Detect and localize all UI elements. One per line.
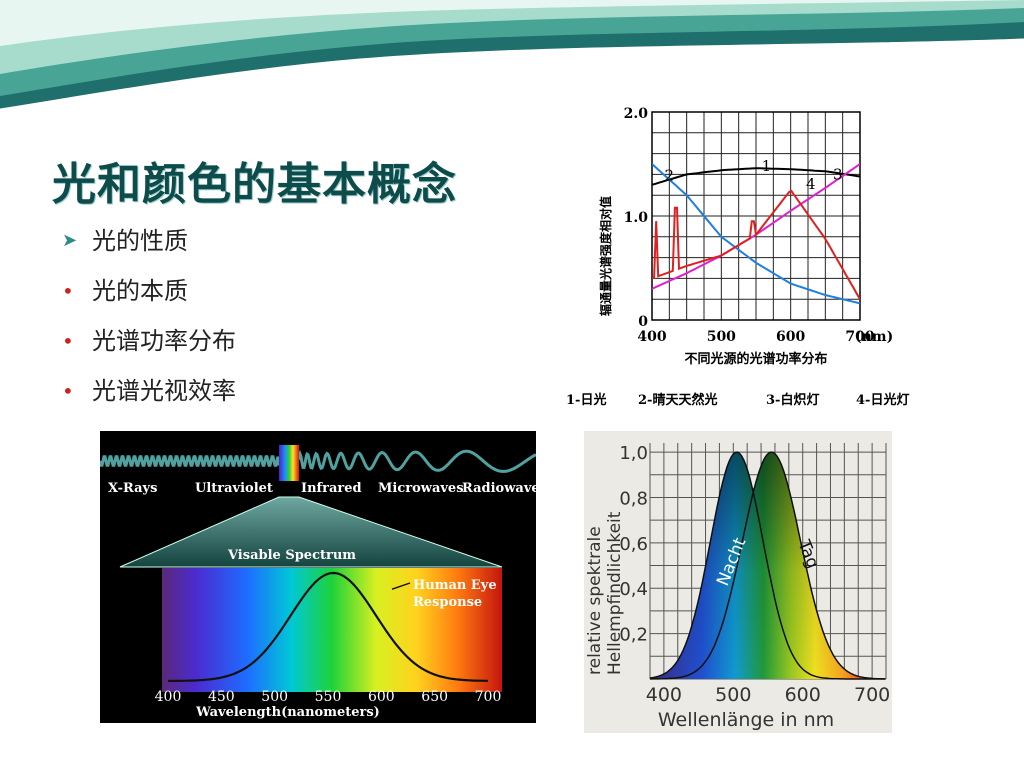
de-night-curve: [649, 451, 886, 680]
em-spectrum-figure: X-Rays Ultraviolet Infrared Microwaves Radio…: [100, 431, 536, 723]
em-visible-label: Visable Spectrum: [227, 548, 356, 563]
spd-y-ticks: 0 1.0 2.0: [624, 106, 649, 330]
spd-y-tick: 0: [638, 314, 648, 330]
em-projection: [119, 496, 503, 568]
em-band-labels: X-Rays Ultraviolet Infrared MicrowavesRadio…: [108, 481, 536, 496]
eye-sensitivity-chart: 1,0 0,8 0,6 0,4 0,2 400 500 600 700 relative sp…: [585, 443, 891, 731]
spd-x-axis-label: 不同光源的光谱功率分布: [684, 351, 827, 367]
de-curves: [649, 451, 886, 680]
spd-legend-item: 4-日光灯: [856, 392, 909, 408]
spd-curve-number: 4: [806, 175, 816, 193]
dot-bullet-icon: •: [62, 279, 74, 303]
bullet-item: • 光谱功率分布: [62, 320, 236, 370]
em-band-label: X-Rays: [108, 481, 157, 496]
em-rainbow: [162, 568, 502, 692]
em-band-label: Ultraviolet: [195, 481, 273, 496]
em-visible-band: [279, 445, 299, 481]
spd-series-line: [652, 167, 860, 186]
em-eye-label-1: Human Eye: [413, 578, 497, 593]
spd-x-ticks: 400 500 600 700: [637, 329, 874, 345]
em-eye-label-2: Response: [413, 595, 482, 610]
spd-figure: 0 1.0 2.0 400 500 600 700 (nm) 辐通量光谱强度相对值 不同光…: [566, 90, 942, 418]
de-y-ticks: 1,0 0,8 0,6 0,4 0,2: [619, 443, 648, 646]
de-x-ticks: 400 500 600 700: [646, 684, 891, 706]
eye-sensitivity-figure: 1,0 0,8 0,6 0,4 0,2 400 500 600 700 relative sp…: [584, 431, 892, 733]
bullet-item: • 光的本质: [62, 270, 236, 320]
bullet-text: 光的性质: [92, 227, 188, 255]
spd-x-tick: 500: [707, 329, 736, 345]
em-x-tick: 450: [208, 689, 235, 705]
spd-series-line: [652, 189, 860, 300]
spd-frame: [651, 111, 861, 321]
wave-line: [0, 38, 1024, 112]
spd-legend-item: 3-白炽灯: [766, 392, 819, 408]
bullet-text: 光谱功率分布: [92, 327, 236, 355]
em-band-label: Radiowaves: [462, 481, 536, 496]
spd-legend-item: 2-晴天天然光: [638, 392, 717, 408]
de-x-axis-label: Wellenlänge in nm: [658, 709, 834, 731]
em-eye-label-pointer: [391, 582, 411, 590]
em-x-tick: 400: [155, 689, 182, 705]
em-x-tick: 600: [368, 689, 395, 705]
spd-curve-number: 1: [762, 157, 772, 175]
em-eye-response-line: [168, 571, 488, 682]
de-y-tick: 0,2: [619, 625, 648, 646]
spd-legend: 1-日光 2-晴天天然光 3-白炽灯 4-日光灯: [566, 392, 909, 408]
em-band-label: Infrared: [301, 481, 362, 496]
em-wave-line: [100, 449, 536, 473]
bullet-item: ➤ 光的性质: [62, 220, 236, 270]
em-eye-curve: [168, 571, 488, 682]
spd-curve-numbers: 1 2 34: [665, 157, 843, 193]
de-x-tick: 400: [646, 684, 682, 706]
dot-bullet-icon: •: [62, 379, 74, 403]
de-x-tick: 700: [854, 684, 890, 706]
de-y-tick: 0,8: [619, 488, 648, 509]
em-x-tick: 700: [475, 689, 502, 705]
em-x-tick: 550: [315, 689, 342, 705]
spd-x-tick: 600: [776, 329, 805, 345]
wave-highlight: [0, 0, 1024, 46]
spd-y-axis-label: 辐通量光谱强度相对值: [598, 196, 613, 316]
spd-chart: 0 1.0 2.0 400 500 600 700 (nm) 辐通量光谱强度相对值 不同光…: [566, 106, 909, 408]
arrow-bullet-icon: ➤: [62, 230, 78, 251]
de-y-label-2: Hellempfindlichkeit: [605, 511, 625, 675]
bullet-list: ➤ 光的性质 • 光的本质 • 光谱功率分布 • 光谱光视效率: [62, 220, 236, 420]
em-spectrum-chart: X-Rays Ultraviolet Infrared MicrowavesRadio…: [100, 445, 536, 720]
bullet-item: • 光谱光视效率: [62, 370, 236, 420]
bullet-text: 光的本质: [92, 277, 188, 305]
header-wave-decoration: [0, 0, 1024, 112]
spd-x-tick: 400: [637, 329, 666, 345]
spd-curve-number: 2: [665, 166, 675, 184]
em-x-ticks: 400 450 500 550 600 650 700: [155, 689, 502, 705]
bullet-text: 光谱光视效率: [92, 377, 236, 405]
de-x-tick: 500: [715, 684, 751, 706]
em-wave: [100, 449, 536, 473]
em-x-tick: 500: [261, 689, 288, 705]
dot-bullet-icon: •: [62, 329, 74, 353]
spd-y-tick: 2.0: [624, 106, 649, 122]
de-day-curve: [649, 451, 886, 680]
spd-x-tick: 700: [845, 329, 874, 345]
spd-grid: [652, 112, 860, 320]
em-x-tick: 650: [421, 689, 448, 705]
de-x-tick: 600: [785, 684, 821, 706]
em-band-label: Microwaves: [378, 481, 464, 496]
de-y-tick: 0,4: [619, 579, 648, 600]
de-y-tick: 1,0: [619, 443, 648, 464]
spd-legend-item: 1-日光: [566, 392, 606, 408]
spd-x-unit: (nm): [855, 329, 893, 345]
spd-curves: [652, 163, 860, 305]
spd-curve-number: 3: [833, 165, 843, 183]
spd-y-tick: 1.0: [624, 210, 649, 226]
de-y-tick: 0,6: [619, 534, 648, 555]
em-x-axis-label: Wavelength(nanometers): [195, 705, 380, 720]
spd-series-line: [652, 163, 860, 305]
slide-title: 光和颜色的基本概念: [52, 159, 457, 210]
de-y-label-1: relative spektrale: [585, 526, 605, 675]
